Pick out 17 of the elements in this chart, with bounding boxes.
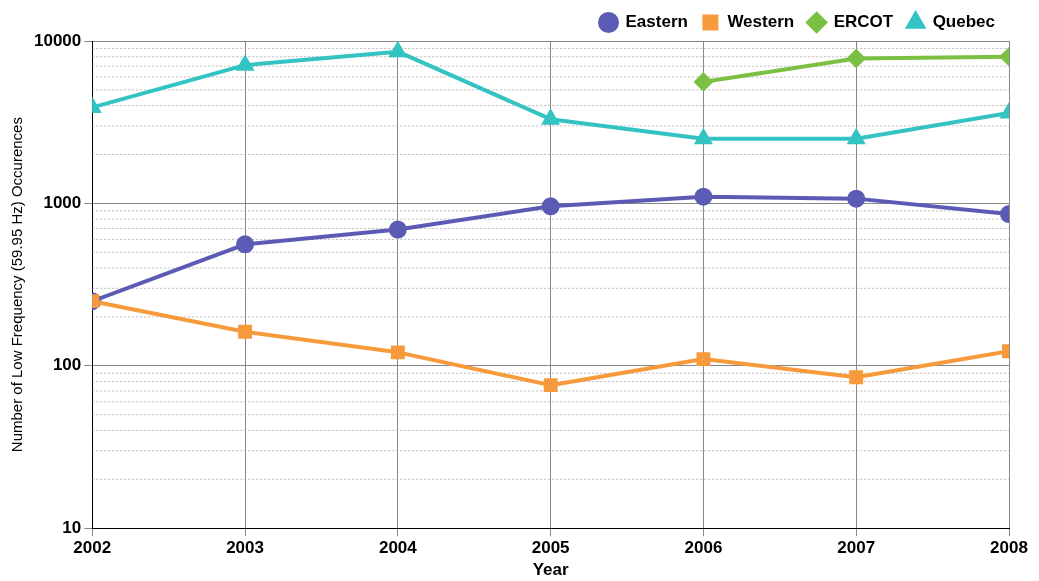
x-tick-label: 2005 (531, 538, 570, 558)
x-axis-title: Year (532, 560, 569, 580)
y-tick-label: 10 (62, 517, 82, 537)
x-tick-label: 2002 (73, 538, 112, 558)
x-tick-label: 2004 (378, 538, 418, 558)
legend-label: Quebec (932, 12, 995, 32)
legend-label: Western (727, 12, 795, 32)
y-tick-label: 1000 (43, 193, 82, 213)
y-tick-label: 100 (52, 355, 82, 375)
x-tick-label: 2003 (226, 538, 264, 558)
y-tick-label: 10000 (33, 30, 82, 50)
y-axis-title: Number of Low Frequency (59.95 Hz) Occurences (8, 117, 26, 453)
legend-label: ERCOT (833, 12, 894, 32)
x-tick-label: 2006 (684, 538, 723, 558)
x-tick-label: 2007 (837, 538, 876, 558)
x-tick-label: 2008 (990, 538, 1028, 558)
legend-label: Eastern (625, 12, 688, 32)
